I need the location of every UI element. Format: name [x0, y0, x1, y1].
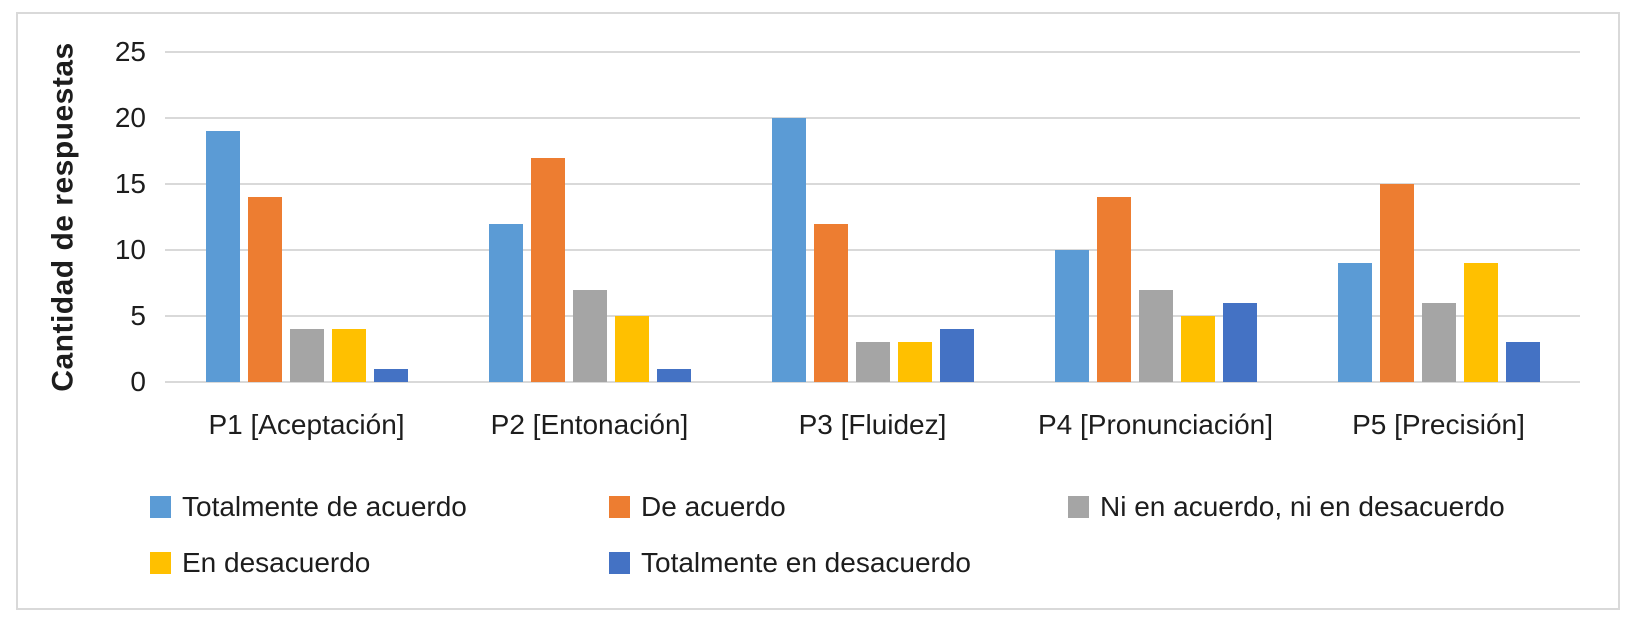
bar-p4-pronunciacion-de-acuerdo [1096, 197, 1131, 382]
legend-item-totalmente-en-desacuerdo: Totalmente en desacuerdo [609, 547, 1068, 578]
bar-p4-pronunciacion-totalmente-en-desacuerdo [1222, 302, 1257, 382]
legend: Totalmente de acuerdo De acuerdo Ni en acu… [150, 491, 1590, 578]
bar-p1-aceptacion-totalmente-de-acuerdo [205, 131, 240, 382]
bar-p2-entonacion-de-acuerdo [530, 157, 565, 382]
legend-swatch-icon [1068, 496, 1089, 518]
bar-group-p3-fluidez [731, 52, 1014, 382]
y-tick-label-25: 25 [114, 36, 146, 67]
bar-p2-entonacion-totalmente-en-desacuerdo [656, 368, 691, 382]
x-category-label-p1-aceptacion: P1 [Aceptación] [208, 409, 405, 440]
x-axis-line [165, 381, 1580, 383]
gridline-5 [165, 315, 1580, 317]
x-axis: P1 [Aceptación] P2 [Entonación] P3 [Fluide… [165, 408, 1580, 442]
legend-label: En desacuerdo [182, 547, 371, 578]
bar-group-p5-precision [1297, 52, 1580, 382]
bar-p5-precision-totalmente-en-desacuerdo [1505, 342, 1540, 382]
legend-item-de-acuerdo: De acuerdo [609, 491, 1068, 522]
bar-p2-entonacion-ni-en-acuerdo-ni-en-desacuerdo [572, 289, 607, 382]
bar-group-p4-pronunciacion [1014, 52, 1297, 382]
x-category-label-p4-pronunciacion: P4 [Pronunciación] [1037, 409, 1274, 440]
gridline-20 [165, 117, 1580, 119]
x-category-label-p5-precision: P5 [Precisión] [1352, 409, 1525, 440]
legend-swatch-icon [150, 552, 171, 574]
bar-p3-fluidez-totalmente-en-desacuerdo [939, 329, 974, 382]
bar-p5-precision-de-acuerdo [1379, 184, 1414, 382]
bar-p2-entonacion-en-desacuerdo [614, 316, 649, 382]
gridline-10 [165, 249, 1580, 251]
bar-p3-fluidez-totalmente-de-acuerdo [771, 118, 806, 382]
bar-p4-pronunciacion-ni-en-acuerdo-ni-en-desacuerdo [1138, 289, 1173, 382]
gridline-15 [165, 183, 1580, 185]
bar-p5-precision-totalmente-de-acuerdo [1337, 263, 1372, 382]
bar-p1-aceptacion-en-desacuerdo [331, 329, 366, 382]
x-category-label-p2-entonacion: P2 [Entonación] [490, 409, 689, 440]
gridline-25 [165, 51, 1580, 53]
legend-label: Ni en acuerdo, ni en desacuerdo [1100, 491, 1505, 522]
bar-p5-precision-ni-en-acuerdo-ni-en-desacuerdo [1421, 302, 1456, 382]
legend-swatch-icon [609, 552, 630, 574]
y-tick-label-10: 10 [114, 234, 146, 265]
legend-item-ni-en-acuerdo-ni-en-desacuerdo: Ni en acuerdo, ni en desacuerdo [1068, 491, 1590, 522]
legend-swatch-icon [609, 496, 630, 518]
bar-p4-pronunciacion-en-desacuerdo [1180, 316, 1215, 382]
bar-p1-aceptacion-de-acuerdo [247, 197, 282, 382]
bar-p3-fluidez-de-acuerdo [813, 223, 848, 382]
bar-group-p1-aceptacion [165, 52, 448, 382]
plot-area [165, 51, 1580, 383]
bar-p1-aceptacion-ni-en-acuerdo-ni-en-desacuerdo [289, 329, 324, 382]
bar-p5-precision-en-desacuerdo [1463, 263, 1498, 382]
bar-p3-fluidez-en-desacuerdo [897, 342, 932, 382]
bar-p3-fluidez-ni-en-acuerdo-ni-en-desacuerdo [855, 342, 890, 382]
legend-label: Totalmente en desacuerdo [641, 547, 971, 578]
gridlines [165, 51, 1580, 383]
y-tick-label-5: 5 [130, 300, 146, 331]
legend-label: Totalmente de acuerdo [182, 491, 467, 522]
legend-swatch-icon [150, 496, 171, 518]
bar-p1-aceptacion-totalmente-en-desacuerdo [373, 368, 408, 382]
bar-p2-entonacion-totalmente-de-acuerdo [488, 223, 523, 382]
legend-label: De acuerdo [641, 491, 786, 522]
bar-group-p2-entonacion [448, 52, 731, 382]
y-tick-label-0: 0 [130, 366, 146, 397]
legend-item-en-desacuerdo: En desacuerdo [150, 547, 609, 578]
bar-p4-pronunciacion-totalmente-de-acuerdo [1054, 250, 1089, 382]
y-tick-label-15: 15 [114, 168, 146, 199]
bar-series-area [165, 52, 1580, 382]
y-tick-label-20: 20 [114, 102, 146, 133]
x-category-label-p3-fluidez: P3 [Fluidez] [798, 409, 947, 440]
legend-item-totalmente-de-acuerdo: Totalmente de acuerdo [150, 491, 609, 522]
